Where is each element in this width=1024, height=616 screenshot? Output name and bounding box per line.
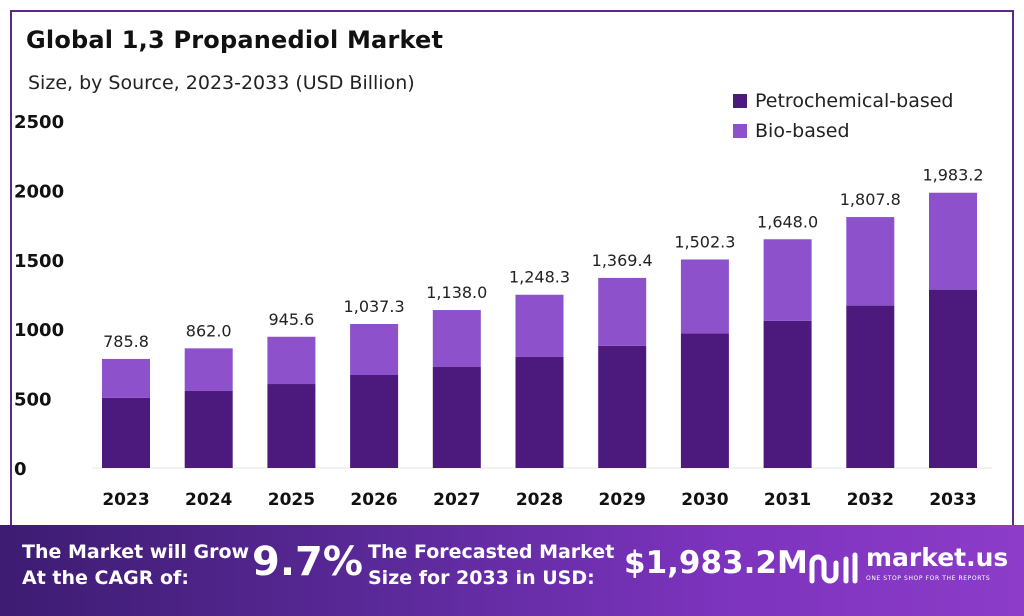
y-axis-ticks: 0 500 1000 1500 2000 2500 [14, 112, 64, 480]
legend-label-bio: Bio-based [755, 120, 850, 142]
x-tick-label-2023: 2023 [102, 490, 149, 510]
bar-bio-2024 [184, 348, 233, 391]
total-label-2031: 1,648.0 [757, 212, 818, 231]
bar-petrochemical-2029 [598, 345, 647, 468]
forecast-caption-line2: Size for 2033 in USD: [368, 567, 595, 589]
bar-chart: 0 500 1000 1500 2000 2500 785.8 862.0 945.6 1,03… [14, 112, 992, 510]
bar-bio-2032 [846, 217, 895, 306]
bar-petrochemical-2026 [350, 375, 399, 468]
total-label-2025: 945.6 [268, 310, 314, 329]
y-tick-label: 500 [14, 390, 52, 411]
x-tick-label-2030: 2030 [681, 490, 728, 510]
total-label-2030: 1,502.3 [674, 232, 735, 251]
total-label-2029: 1,369.4 [592, 251, 653, 270]
total-label-2028: 1,248.3 [509, 268, 570, 287]
x-tick-label-2031: 2031 [764, 490, 811, 510]
x-tick-label-2026: 2026 [350, 490, 397, 510]
cagr-caption-line2: At the CAGR of: [22, 567, 189, 589]
total-label-2032: 1,807.8 [840, 190, 901, 209]
total-label-2023: 785.8 [103, 332, 149, 351]
bar-bio-2029 [598, 277, 647, 346]
bar-bio-2026 [350, 324, 399, 376]
x-tick-label-2024: 2024 [185, 490, 232, 510]
bar-petrochemical-2032 [846, 305, 895, 468]
bar-petrochemical-2028 [515, 356, 564, 468]
x-tick-label-2029: 2029 [599, 490, 646, 510]
chart-title: Global 1,3 Propanediol Market [26, 26, 444, 54]
bar-bio-2025 [267, 336, 316, 385]
forecast-caption-line1: The Forecasted Market [368, 541, 615, 563]
bar-bio-2033 [929, 192, 977, 290]
legend-label-petrochemical: Petrochemical-based [755, 90, 954, 112]
bar-petrochemical-2030 [680, 333, 729, 468]
bar-bio-2031 [763, 239, 812, 321]
y-tick-label: 1000 [14, 320, 64, 341]
y-tick-label: 0 [14, 459, 27, 480]
forecast-caption: The Forecasted Market Size for 2033 in U… [368, 539, 614, 591]
footer-banner: The Market will Grow At the CAGR of: 9.7… [0, 525, 1024, 616]
forecast-value: $1,983.2M [624, 545, 808, 581]
bars [102, 192, 977, 468]
bar-petrochemical-2024 [184, 390, 233, 468]
legend-item-bio: Bio-based [733, 116, 953, 146]
x-tick-label-2028: 2028 [516, 490, 563, 510]
total-label-2033: 1,983.2 [922, 166, 983, 185]
bar-petrochemical-2027 [432, 366, 481, 468]
y-tick-label: 2500 [14, 112, 64, 133]
cagr-caption: The Market will Grow At the CAGR of: [22, 539, 249, 591]
x-tick-label-2033: 2033 [929, 490, 976, 510]
x-tick-label-2027: 2027 [433, 490, 480, 510]
bar-petrochemical-2023 [102, 397, 150, 468]
y-tick-label: 2000 [14, 181, 64, 202]
bar-petrochemical-2033 [929, 289, 977, 468]
x-axis-ticks: 2023 2024 2025 2026 2027 2028 2029 2030 2031 2032… [102, 490, 976, 510]
cagr-value: 9.7% [252, 539, 363, 585]
legend-item-petrochemical: Petrochemical-based [733, 86, 953, 116]
market-us-logo-icon [809, 552, 858, 584]
legend-swatch-petrochemical [733, 94, 747, 108]
legend: Petrochemical-based Bio-based [733, 86, 953, 146]
bar-petrochemical-2025 [267, 384, 316, 468]
total-labels: 785.8 862.0 945.6 1,037.3 1,138.0 1,248.3 1,36… [103, 166, 983, 351]
y-tick-label: 1500 [14, 251, 64, 272]
x-tick-label-2032: 2032 [847, 490, 894, 510]
bar-bio-2028 [515, 294, 564, 357]
cagr-caption-line1: The Market will Grow [22, 541, 250, 563]
logo-name: market.us [866, 543, 1009, 572]
total-label-2024: 862.0 [186, 321, 232, 340]
legend-swatch-bio [733, 124, 747, 138]
bar-bio-2027 [432, 310, 481, 367]
bar-bio-2030 [680, 259, 729, 334]
chart-subtitle: Size, by Source, 2023-2033 (USD Billion) [28, 72, 415, 94]
bar-bio-2023 [102, 358, 150, 398]
total-label-2026: 1,037.3 [344, 297, 405, 316]
logo-tagline: ONE STOP SHOP FOR THE REPORTS [866, 575, 991, 582]
x-tick-label-2025: 2025 [268, 490, 315, 510]
bar-petrochemical-2031 [763, 320, 812, 468]
total-label-2027: 1,138.0 [426, 283, 487, 302]
